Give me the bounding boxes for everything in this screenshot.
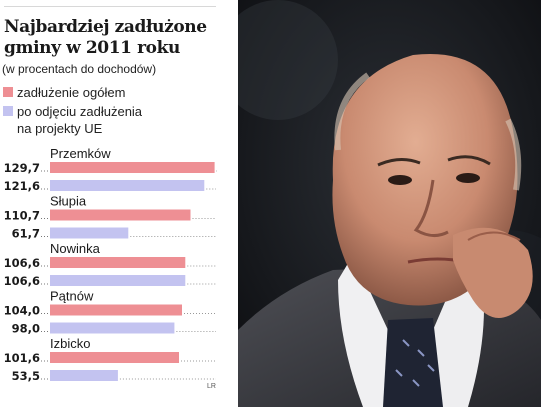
eyebrows [377, 155, 491, 167]
value-label-net: 106,6 [4, 274, 40, 288]
value-label-net: 121,6 [4, 179, 40, 193]
nose [413, 179, 449, 237]
legend-label-net-line-1: po odjęciu zadłużenia [17, 104, 143, 119]
legend-label-net-line-2: na projekty UE [17, 121, 103, 136]
bar-net [50, 370, 118, 381]
bar-net [50, 180, 205, 191]
tie [383, 318, 443, 407]
top-rule [4, 6, 216, 7]
bar-total [50, 209, 191, 221]
value-label-net: 53,5 [12, 369, 40, 383]
category-label: Słupia [50, 194, 87, 209]
bar-net [50, 227, 129, 239]
left-eye [388, 175, 412, 185]
infographic-panel: Najbardziej zadłużone gminy w 2011 roku … [0, 0, 234, 407]
legend-swatch-net [3, 106, 13, 116]
source-credit: LR [207, 383, 216, 390]
category-label: Przemków [50, 146, 111, 161]
value-label-net: 61,7 [12, 227, 40, 241]
value-label-total: 104,0 [4, 304, 40, 318]
value-label-total: 106,6 [4, 256, 40, 270]
value-label-total: 101,6 [4, 351, 40, 365]
chart-subtitle: (w procentach do dochodów) [2, 62, 157, 76]
legend-label-total: zadłużenie ogółem [17, 85, 126, 100]
bar-total [50, 162, 215, 173]
bar-chart: Przemków 129,7 121,6 Słupia 110,7 61,7 Nowinka… [4, 146, 217, 383]
bar-net [50, 322, 175, 334]
bar-total [50, 352, 179, 363]
bar-net [50, 275, 186, 286]
category-label: Nowinka [50, 241, 101, 256]
legend-item-net: po odjęciu zadłużenia na projekty UE [3, 103, 142, 137]
legend-item-total: zadłużenie ogółem [3, 84, 125, 101]
legend-swatch-total [3, 87, 13, 97]
value-label-total: 110,7 [4, 209, 40, 223]
value-label-net: 98,0 [12, 322, 40, 336]
category-label: Pątnów [50, 289, 94, 304]
chart-title-line-1: Najbardziej zadłużone [4, 17, 207, 37]
hand [453, 227, 533, 318]
shirt-collar-left [338, 255, 398, 407]
category-label: Izbicko [50, 336, 90, 351]
right-eye [456, 173, 480, 183]
legend-label-net: po odjęciu zadłużenia na projekty UE [17, 103, 142, 137]
chart-title-line-2: gminy w 2011 roku [4, 38, 180, 58]
shirt-collar-right [428, 260, 484, 407]
portrait-photo [238, 0, 541, 407]
bar-total [50, 304, 182, 316]
value-label-total: 129,7 [4, 161, 40, 175]
bar-total [50, 257, 186, 268]
chart-title: Najbardziej zadłużone gminy w 2011 roku [4, 17, 232, 59]
